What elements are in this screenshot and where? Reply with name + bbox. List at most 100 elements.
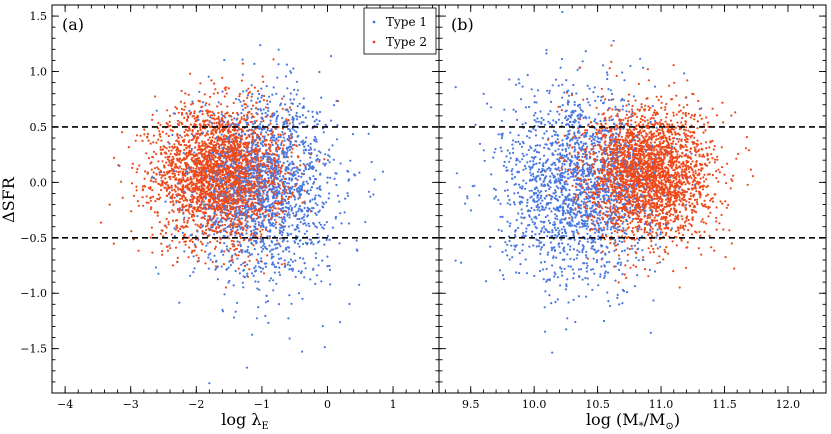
scatter-point-type2 xyxy=(198,185,201,188)
scatter-point-type2 xyxy=(183,148,186,152)
scatter-point-type2 xyxy=(176,119,179,122)
scatter-point-type2 xyxy=(261,75,264,78)
scatter-point-type2 xyxy=(183,131,186,134)
scatter-point-type1 xyxy=(246,117,249,120)
scatter-point-type2 xyxy=(262,119,265,123)
scatter-point-type1 xyxy=(328,148,331,151)
scatter-point-type2 xyxy=(179,197,182,200)
scatter-point-type1 xyxy=(178,301,181,304)
scatter-point-type2 xyxy=(229,208,232,211)
scatter-point-type2 xyxy=(195,116,198,119)
scatter-point-type1 xyxy=(242,262,245,265)
scatter-point-type2 xyxy=(197,189,200,192)
scatter-point-type2 xyxy=(157,160,160,163)
scatter-point-type2 xyxy=(228,192,231,195)
scatter-point-type2 xyxy=(171,264,174,267)
scatter-point-type1 xyxy=(238,213,241,216)
scatter-point-type2 xyxy=(201,190,204,193)
scatter-point-type2 xyxy=(194,124,197,127)
scatter-point-type2 xyxy=(177,188,180,191)
scatter-point-type2 xyxy=(214,173,217,176)
scatter-point-type2 xyxy=(248,268,251,271)
scatter-point-type2 xyxy=(267,213,270,216)
scatter-point-type2 xyxy=(167,220,170,223)
scatter-point-type1 xyxy=(335,138,339,141)
scatter-point-type1 xyxy=(254,143,257,146)
scatter-point-type2 xyxy=(205,162,208,165)
scatter-point-type1 xyxy=(242,275,245,278)
scatter-point-type2 xyxy=(232,240,235,243)
scatter-point-type2 xyxy=(258,138,261,141)
scatter-point-type2 xyxy=(213,160,217,163)
scatter-point-type2 xyxy=(166,194,169,197)
scatter-point-type2 xyxy=(149,179,152,182)
scatter-point-type1 xyxy=(289,98,292,101)
scatter-point-type1 xyxy=(314,256,317,260)
scatter-point-type2 xyxy=(269,150,272,153)
scatter-point-type2 xyxy=(230,220,233,223)
scatter-point-type2 xyxy=(203,145,206,148)
scatter-point-type2 xyxy=(245,160,248,163)
scatter-point-type2 xyxy=(137,249,140,252)
scatter-point-type2 xyxy=(174,246,178,249)
scatter-point-type2 xyxy=(218,130,222,133)
scatter-point-type1 xyxy=(305,136,308,139)
scatter-point-type2 xyxy=(184,243,187,246)
scatter-point-type2 xyxy=(217,226,220,229)
scatter-point-type1 xyxy=(228,260,231,263)
scatter-point-type1 xyxy=(252,274,255,277)
scatter-point-type1 xyxy=(295,238,298,241)
scatter-point-type1 xyxy=(216,197,219,200)
scatter-point-type2 xyxy=(218,230,221,233)
scatter-point-type2 xyxy=(249,120,252,123)
scatter-point-type2 xyxy=(193,162,196,165)
scatter-point-type2 xyxy=(241,196,244,199)
scatter-point-type1 xyxy=(284,168,287,171)
scatter-point-type2 xyxy=(256,216,260,219)
scatter-point-type1 xyxy=(265,247,269,251)
scatter-point-type2 xyxy=(163,171,166,174)
scatter-point-type1 xyxy=(272,194,275,197)
scatter-point-type1 xyxy=(196,215,199,218)
scatter-point-type1 xyxy=(209,252,212,255)
scatter-point-type1 xyxy=(233,189,236,192)
scatter-point-type1 xyxy=(270,177,273,180)
scatter-point-type2 xyxy=(244,201,247,204)
scatter-point-type1 xyxy=(215,203,218,206)
scatter-point-type2 xyxy=(238,165,241,169)
scatter-point-type1 xyxy=(295,182,298,185)
scatter-point-type2 xyxy=(161,148,164,151)
scatter-point-type1 xyxy=(298,230,301,233)
scatter-point-type2 xyxy=(224,223,227,226)
scatter-point-type2 xyxy=(258,189,261,192)
scatter-point-type2 xyxy=(198,206,201,209)
scatter-point-type2 xyxy=(175,149,178,152)
scatter-point-type2 xyxy=(224,218,227,221)
scatter-point-type2 xyxy=(191,249,194,252)
scatter-point-type1 xyxy=(295,93,298,96)
scatter-point-type1 xyxy=(220,220,224,223)
scatter-point-type2 xyxy=(227,87,230,90)
scatter-point-type2 xyxy=(254,197,257,201)
scatter-point-type1 xyxy=(250,149,253,153)
scatter-point-type1 xyxy=(277,303,280,306)
scatter-point-type2 xyxy=(225,86,228,89)
scatter-point-type1 xyxy=(241,249,244,252)
scatter-point-type2 xyxy=(212,144,215,147)
scatter-point-type2 xyxy=(242,167,245,170)
scatter-point-type2 xyxy=(213,118,216,121)
scatter-point-type2 xyxy=(201,183,204,186)
scatter-point-type2 xyxy=(149,207,152,211)
scatter-point-type1 xyxy=(236,301,239,304)
scatter-point-type2 xyxy=(212,217,215,220)
scatter-point-type2 xyxy=(246,114,249,117)
scatter-point-type2 xyxy=(280,167,283,170)
scatter-point-type1 xyxy=(237,133,240,137)
scatter-point-type1 xyxy=(303,261,306,265)
scatter-point-type2 xyxy=(226,215,229,218)
scatter-point-type1 xyxy=(260,257,263,260)
scatter-point-type1 xyxy=(275,194,278,197)
scatter-point-type2 xyxy=(239,141,242,144)
scatter-point-type1 xyxy=(318,186,321,189)
legend-marker-type2 xyxy=(372,40,376,44)
